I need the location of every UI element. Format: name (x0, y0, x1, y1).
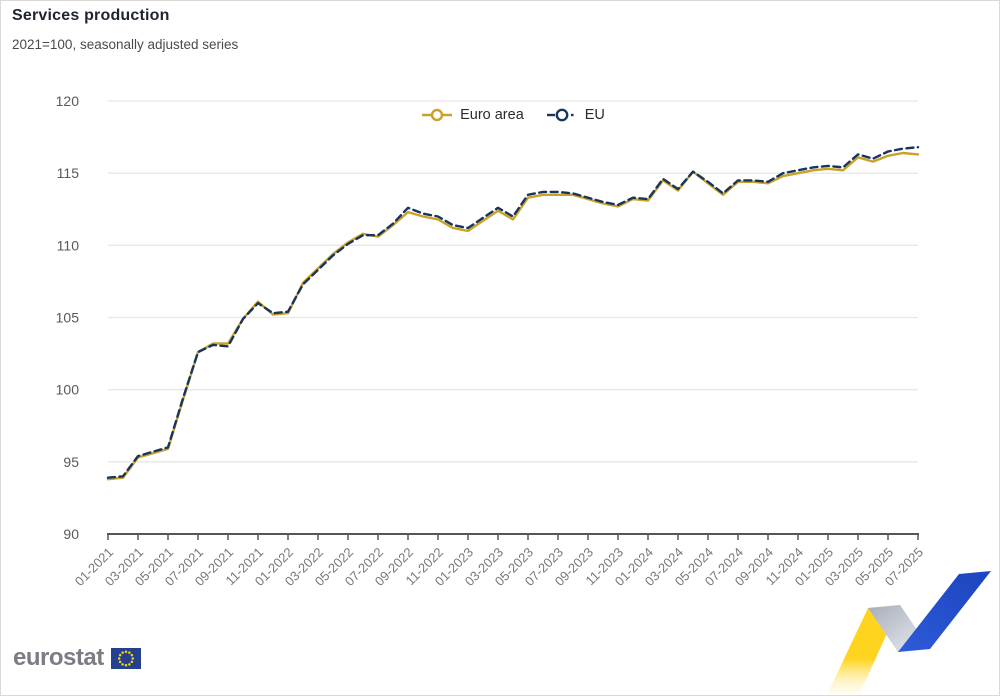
eu-dashed-line-marker-icon (546, 108, 574, 122)
page-title: Services production (12, 7, 170, 24)
page-subtitle: 2021=100, seasonally adjusted series (12, 37, 239, 52)
chart-legend: Euro area EU (108, 102, 918, 128)
svg-text:120: 120 (56, 93, 80, 109)
svg-text:90: 90 (63, 526, 79, 542)
legend-item-eu: EU (546, 107, 605, 123)
svg-text:100: 100 (56, 382, 80, 398)
svg-text:115: 115 (57, 165, 80, 181)
euro-area-line-marker-icon (422, 108, 453, 122)
legend-item-euro-area: Euro area (421, 107, 524, 123)
ribbon-blue-band (898, 571, 991, 652)
legend-label-eu: EU (584, 107, 605, 123)
eurostat-logo-text: eurostat (13, 644, 104, 671)
eu-flag-icon (110, 647, 141, 669)
ribbon-decoration-icon (827, 571, 991, 695)
eurostat-logo: eurostat (13, 646, 141, 670)
svg-text:95: 95 (63, 454, 79, 470)
legend-label-euro-area: Euro area (460, 107, 524, 123)
svg-text:105: 105 (56, 310, 80, 326)
svg-text:110: 110 (57, 237, 80, 253)
